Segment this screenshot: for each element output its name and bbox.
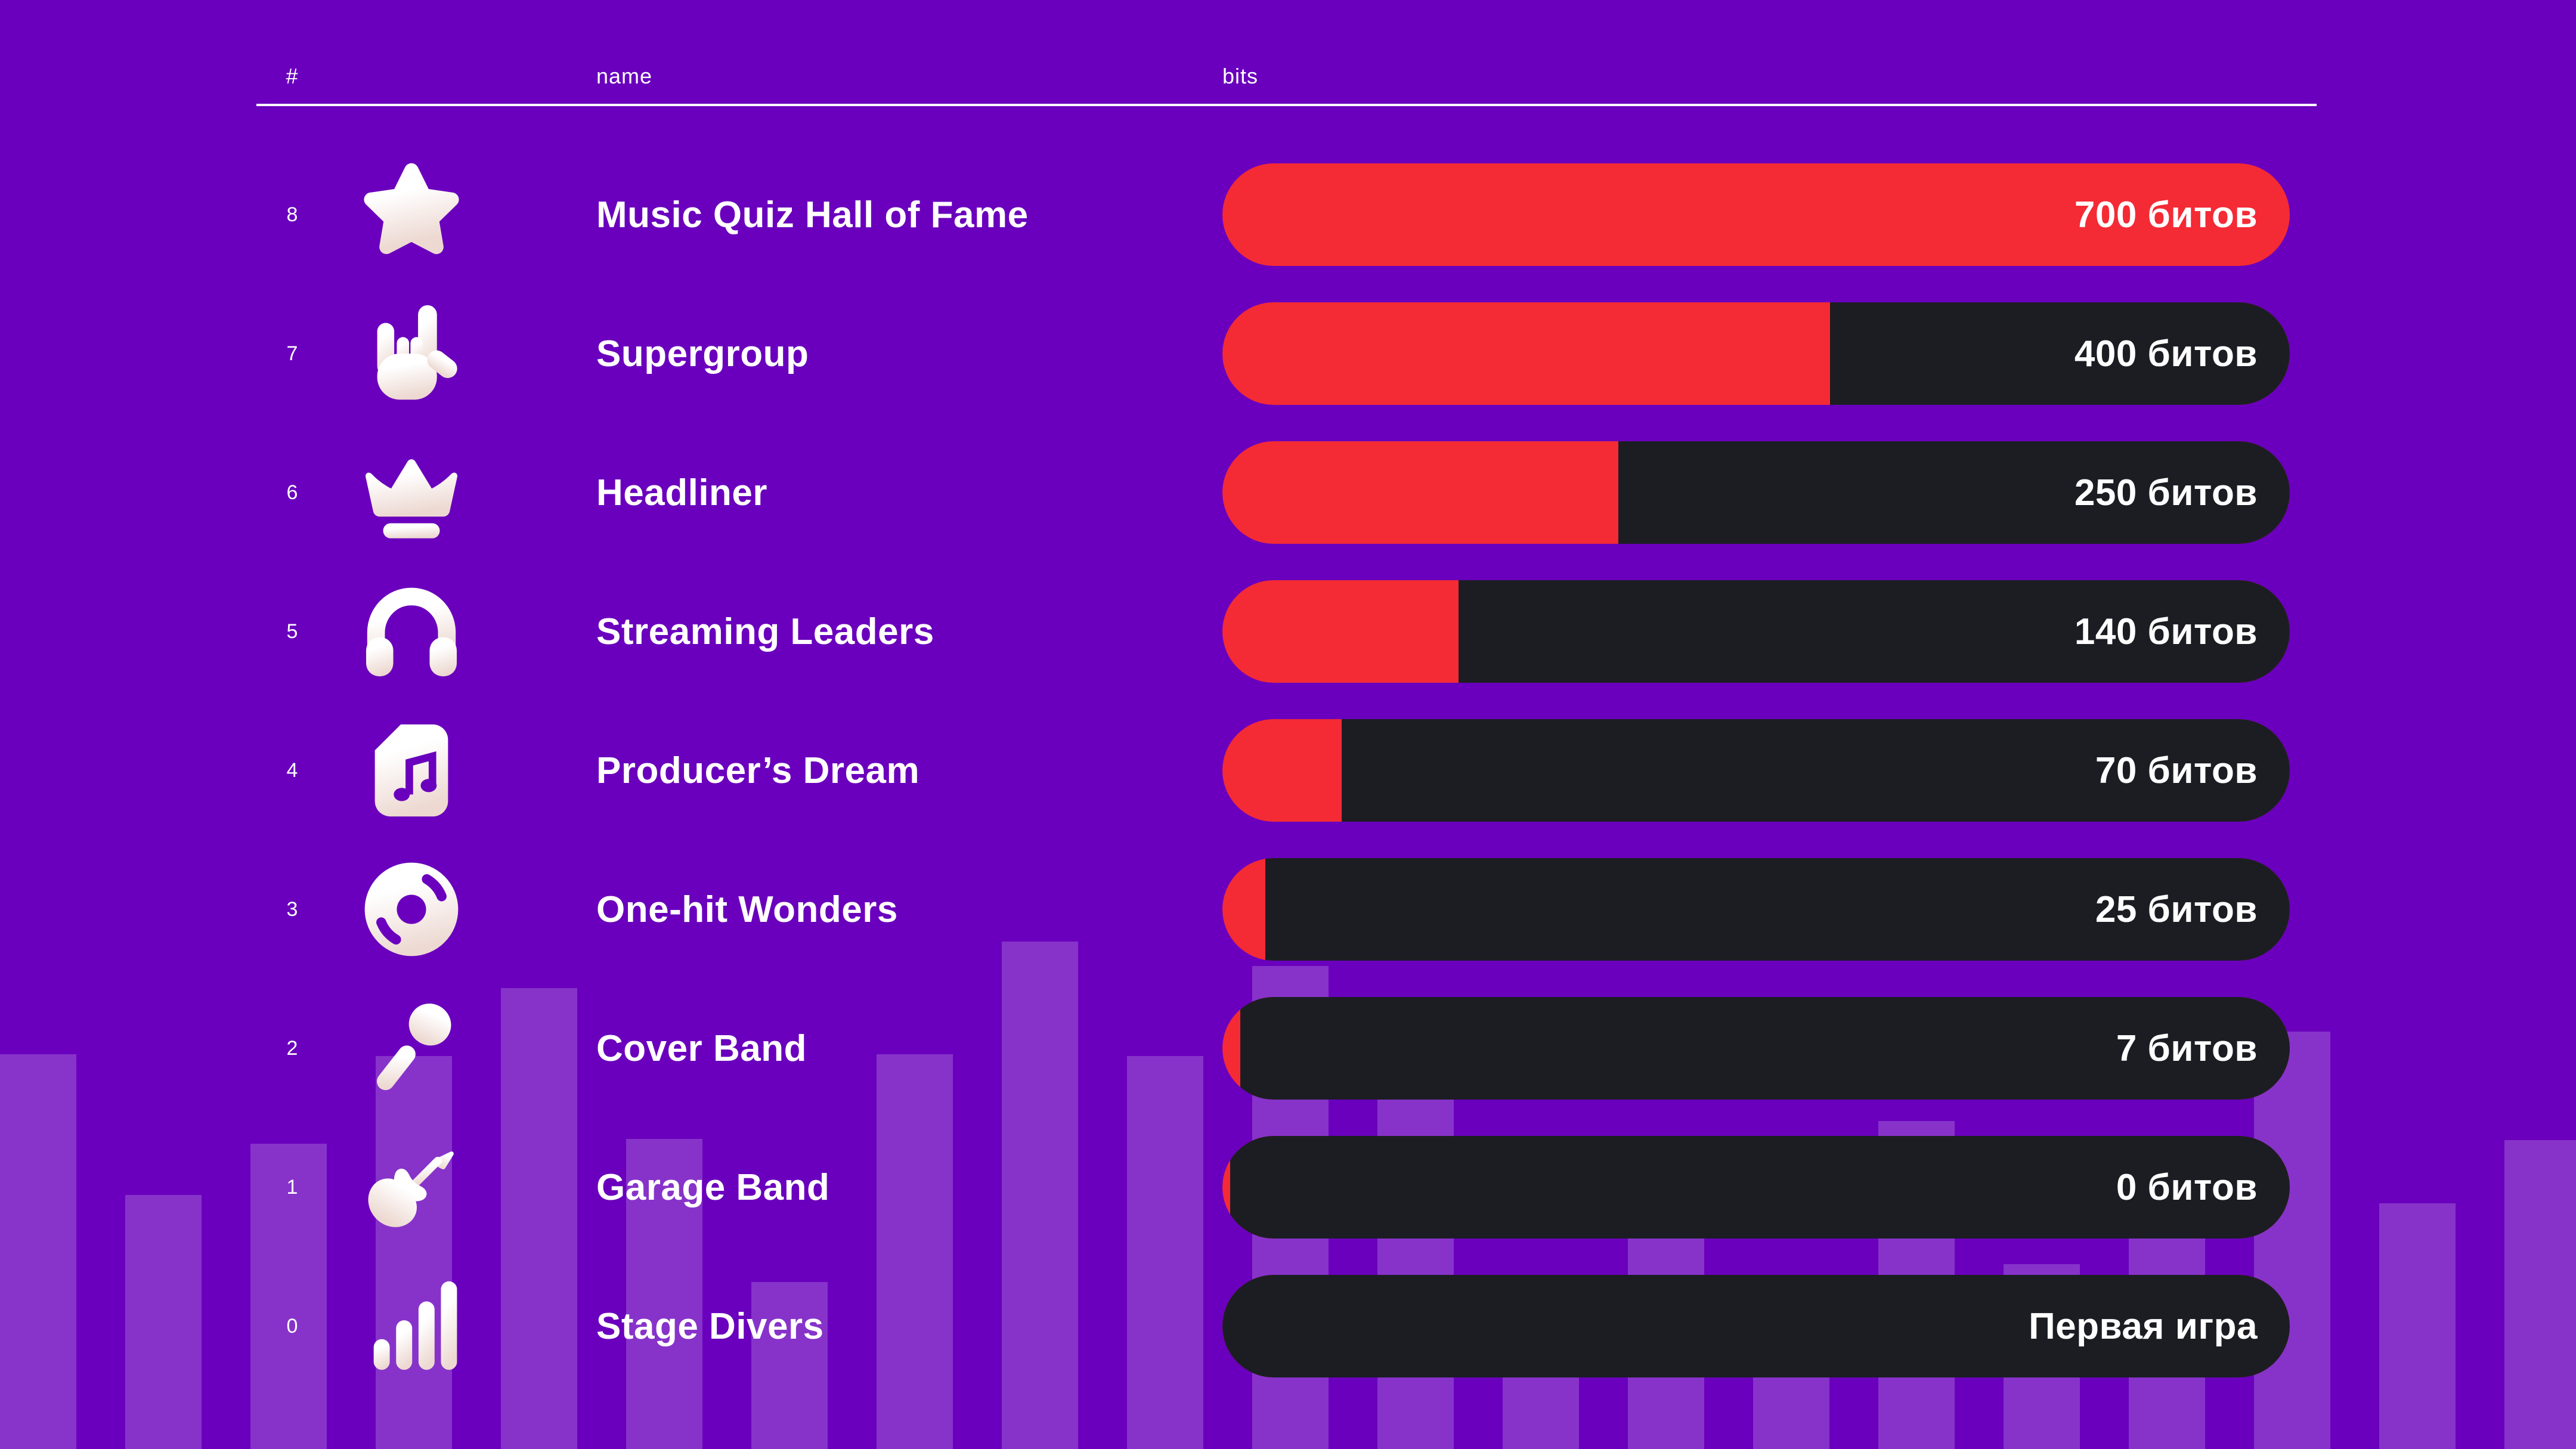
level-name: Music Quiz Hall of Fame: [596, 194, 1029, 236]
bits-value: 700 битов: [2074, 194, 2258, 236]
bits-value: 250 битов: [2074, 472, 2258, 513]
bits-progress-bar: 700 битов: [1222, 163, 2290, 266]
equalizer-bar: [250, 1144, 327, 1449]
level-name: Headliner: [596, 472, 768, 513]
level-name: Stage Divers: [596, 1306, 824, 1347]
vinyl-record-icon: [355, 853, 468, 966]
bits-progress-bar: Первая игра: [1222, 1275, 2290, 1377]
equalizer-bar: [1127, 1056, 1203, 1449]
header-bits: bits: [1222, 64, 1259, 88]
bits-value: 0 битов: [2116, 1166, 2258, 1208]
table-row: 2 Cover Band 7 битов: [0, 979, 2576, 1118]
equalizer-bar: [2379, 1203, 2456, 1449]
rank-label: 2: [286, 1037, 298, 1060]
table-row: 6 Headliner 250 битов: [0, 423, 2576, 562]
guitar-icon: [355, 1131, 468, 1244]
table-row: 0 Stage Divers Первая игра: [0, 1257, 2576, 1396]
table-row: 3 One-hit Wonders 25 битов: [0, 840, 2576, 979]
equalizer-bar: [0, 1054, 76, 1449]
level-name: Garage Band: [596, 1167, 830, 1208]
rank-label: 5: [286, 620, 298, 643]
rank-label: 7: [286, 342, 298, 365]
bits-progress-bar: 25 битов: [1222, 858, 2290, 961]
bar-remainder: [1265, 858, 2290, 961]
crown-icon: [355, 436, 468, 549]
bits-progress-bar: 140 битов: [1222, 580, 2290, 683]
equalizer-bar: [501, 988, 577, 1449]
level-name: Streaming Leaders: [596, 611, 934, 652]
table-row: 7 Supergroup 400 битов: [0, 284, 2576, 423]
table-row: 1 Garage Band 0 битов: [0, 1118, 2576, 1257]
rank-label: 8: [286, 203, 298, 226]
rock-hand-icon: [355, 297, 468, 410]
rank-label: 3: [286, 898, 298, 921]
level-name: Producer’s Dream: [596, 750, 920, 791]
header-divider: [256, 104, 2317, 106]
bar-remainder: [1342, 719, 2290, 822]
table-row: 8 Music Quiz Hall of Fame 700 битов: [0, 145, 2576, 284]
equalizer-bar: [2504, 1140, 2576, 1449]
bits-value: 7 битов: [2116, 1027, 2258, 1069]
bits-value: Первая игра: [2029, 1305, 2258, 1347]
equalizer-bar: [1002, 942, 1078, 1449]
equalizer-bar: [1377, 1044, 1454, 1449]
level-name: Supergroup: [596, 333, 809, 374]
bar-remainder: [1230, 1136, 2290, 1239]
bits-progress-bar: 400 битов: [1222, 302, 2290, 405]
bits-value: 400 битов: [2074, 333, 2258, 374]
bits-progress-bar: 70 битов: [1222, 719, 2290, 822]
equalizer-bar: [376, 1056, 452, 1449]
bar-remainder: [1240, 997, 2290, 1100]
levels-table: 8 Music Quiz Hall of Fame 700 битов 7: [0, 145, 2576, 1396]
bits-value: 140 битов: [2074, 611, 2258, 652]
bar-remainder: [1222, 1275, 2290, 1377]
table-row: 5 Streaming Leaders 140 битов: [0, 562, 2576, 701]
bits-progress-bar: 7 битов: [1222, 997, 2290, 1100]
header-rank: #: [286, 64, 299, 88]
bits-progress-bar: 0 битов: [1222, 1136, 2290, 1239]
table-row: 4 Producer’s Dream 70 битов: [0, 701, 2576, 840]
bar-remainder: [1829, 302, 2290, 405]
equalizer-bar: [877, 1054, 953, 1449]
equalizer-bar: [626, 1139, 702, 1449]
equalizer-bar: [125, 1195, 202, 1449]
equalizer-bar: [2254, 1032, 2330, 1449]
headphones-icon: [355, 575, 468, 688]
music-file-icon: [355, 714, 468, 827]
rank-label: 1: [286, 1176, 298, 1199]
bits-value: 70 битов: [2095, 750, 2258, 791]
equalizer-bar: [751, 1282, 828, 1449]
bar-remainder: [1618, 441, 2290, 544]
rank-label: 4: [286, 759, 298, 782]
level-name: Cover Band: [596, 1028, 807, 1069]
rank-label: 6: [286, 481, 298, 504]
bits-value: 25 битов: [2095, 888, 2258, 930]
bits-progress-bar: 250 битов: [1222, 441, 2290, 544]
bar-remainder: [1458, 580, 2290, 683]
level-name: One-hit Wonders: [596, 889, 898, 930]
microphone-icon: [355, 992, 468, 1105]
rank-label: 0: [286, 1315, 298, 1337]
equalizer-icon: [355, 1270, 468, 1383]
header-name: name: [596, 64, 653, 88]
star-icon: [355, 158, 468, 271]
